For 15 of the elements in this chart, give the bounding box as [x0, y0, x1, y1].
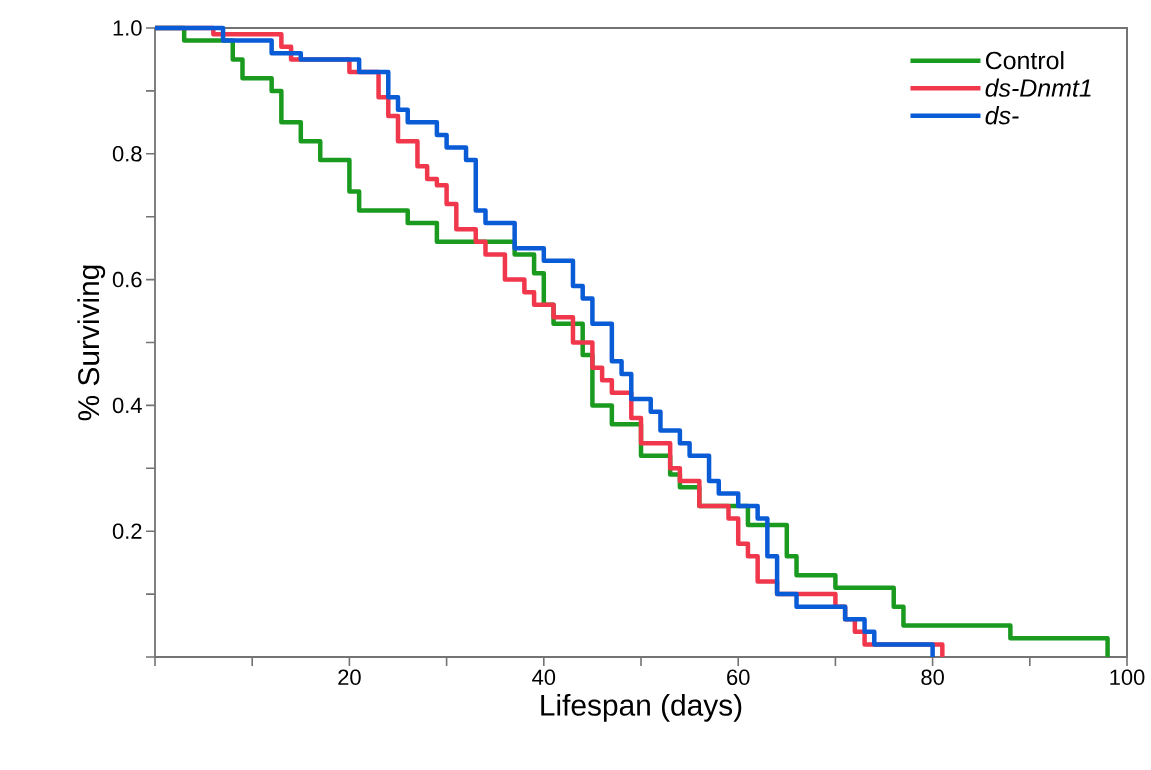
- legend-label: ds-: [985, 106, 1019, 125]
- x-tick-label: 40: [532, 669, 556, 686]
- y-tick-label: 0.6: [112, 271, 142, 288]
- x-tick-label: 100: [1110, 669, 1145, 686]
- x-tick-label: 80: [921, 669, 944, 686]
- x-axis-title: Lifespan (days): [541, 693, 742, 722]
- y-tick-label: 0.4: [112, 397, 142, 414]
- y-tick-label: 0.8: [112, 146, 142, 162]
- x-tick-label: 60: [727, 669, 750, 686]
- legend-label: Control: [985, 51, 1064, 70]
- y-tick-label: 0.2: [112, 523, 142, 539]
- y-axis-title: % Surviving: [77, 265, 106, 421]
- y-tick-label: 1.0: [113, 20, 142, 36]
- legend-label: ds-Dnmt1: [985, 78, 1091, 97]
- x-tick-label: 20: [338, 669, 361, 686]
